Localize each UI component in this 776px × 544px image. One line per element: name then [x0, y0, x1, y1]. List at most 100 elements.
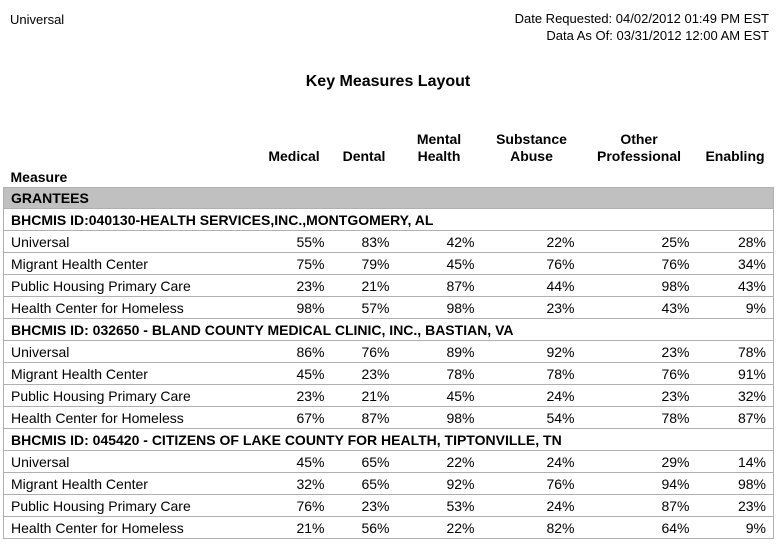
measure-name: Universal — [11, 233, 70, 250]
measure-value: 98% — [661, 277, 690, 294]
measure-value: 76% — [661, 365, 690, 382]
measure-value: 87% — [661, 497, 690, 514]
measure-value: 23% — [296, 387, 325, 404]
measure-value: 75% — [296, 255, 325, 272]
column-header-other-professional: Other Professional — [596, 131, 682, 164]
measure-value: 86% — [296, 343, 325, 360]
measure-value: 76% — [661, 255, 690, 272]
table-row: Health Center for Homeless 67% 87% 98% 54% 78… — [3, 406, 774, 429]
measure-name: Universal — [11, 453, 70, 470]
data-as-of: Data As Of: 03/31/2012 12:00 AM EST — [546, 28, 769, 43]
measure-value: 29% — [661, 453, 690, 470]
measure-column-header: Measure — [10, 169, 68, 185]
table-row: Universal 55% 83% 42% 22% 25% 28% — [3, 230, 774, 253]
measure-value: 53% — [446, 497, 475, 514]
measure-value: 92% — [446, 475, 475, 492]
measure-value: 32% — [296, 475, 325, 492]
measure-name: Migrant Health Center — [11, 475, 148, 492]
grantee-id-line: BHCMIS ID: 045420 - CITIZENS OF LAKE COU… — [11, 432, 562, 448]
measure-column-spacer — [4, 131, 257, 166]
measure-name: Health Center for Homeless — [11, 299, 184, 316]
measure-value: 78% — [737, 343, 766, 360]
table-row: Public Housing Primary Care 76% 23% 53% 24% 8… — [3, 494, 774, 517]
measure-value: 22% — [446, 519, 475, 536]
measure-value: 14% — [737, 453, 766, 470]
measure-value: 25% — [661, 233, 690, 250]
measure-value: 65% — [361, 453, 390, 470]
grantee-header-row: BHCMIS ID:040130-HEALTH SERVICES,INC.,MO… — [3, 208, 774, 231]
measure-value: 98% — [446, 299, 475, 316]
measure-value: 43% — [661, 299, 690, 316]
measure-value: 79% — [361, 255, 390, 272]
table-row: Health Center for Homeless 98% 57% 98% 23% 43… — [3, 296, 774, 319]
measure-value: 21% — [361, 277, 390, 294]
grantees-section-row: GRANTEES — [3, 187, 774, 209]
measure-value: 34% — [737, 255, 766, 272]
measure-value: 56% — [361, 519, 390, 536]
measure-name: Migrant Health Center — [11, 365, 148, 382]
measure-value: 24% — [546, 387, 575, 404]
measure-name: Health Center for Homeless — [11, 519, 184, 536]
measure-value: 87% — [446, 277, 475, 294]
measure-value: 82% — [546, 519, 575, 536]
measure-value: 32% — [737, 387, 766, 404]
grantee-header-row: BHCMIS ID: 045420 - CITIZENS OF LAKE COU… — [3, 428, 774, 451]
measure-value: 98% — [446, 409, 475, 426]
measure-header-spacer — [257, 166, 774, 188]
measure-value: 76% — [546, 475, 575, 492]
measure-value: 9% — [745, 299, 766, 316]
measure-value: 78% — [661, 409, 690, 426]
measure-value: 23% — [361, 365, 390, 382]
table-row: Universal 86% 76% 89% 92% 23% 78% — [3, 340, 774, 363]
grantees-section-label: GRANTEES — [3, 187, 774, 209]
column-header-enabling: Enabling — [705, 148, 765, 164]
table-row: Public Housing Primary Care 23% 21% 45% 24% 2… — [3, 384, 774, 407]
measure-name: Universal — [11, 343, 70, 360]
measure-value: 23% — [361, 497, 390, 514]
report-filter-name: Universal — [10, 12, 65, 27]
measures-table-body: GRANTEES BHCMIS ID:040130-HEALTH SERVICE… — [3, 187, 774, 539]
table-row: Migrant Health Center 75% 79% 45% 76% 76% 34% — [3, 252, 774, 275]
measure-value: 94% — [661, 475, 690, 492]
measure-value: 55% — [296, 233, 325, 250]
measure-name: Migrant Health Center — [11, 255, 148, 272]
measure-value: 21% — [361, 387, 390, 404]
column-header-row: Medical Dental Mental Health Substance A… — [4, 131, 774, 166]
measure-value: 78% — [446, 365, 475, 382]
table-row: Migrant Health Center 32% 65% 92% 76% 94% 98% — [3, 472, 774, 495]
measure-value: 76% — [546, 255, 575, 272]
measure-value: 92% — [546, 343, 575, 360]
measure-header-row: Measure — [4, 166, 774, 188]
measure-value: 45% — [446, 387, 475, 404]
table-row: Health Center for Homeless 21% 56% 22% 82% 64… — [3, 516, 774, 539]
measure-value: 98% — [296, 299, 325, 316]
measure-value: 91% — [737, 365, 766, 382]
measure-value: 9% — [745, 519, 766, 536]
measure-value: 98% — [737, 475, 766, 492]
table-row: Migrant Health Center 45% 23% 78% 78% 76% 91% — [3, 362, 774, 385]
page-title: Key Measures Layout — [305, 73, 471, 90]
measure-name: Public Housing Primary Care — [11, 497, 191, 514]
measure-value: 42% — [446, 233, 475, 250]
measure-value: 45% — [446, 255, 475, 272]
measure-value: 54% — [546, 409, 575, 426]
key-measures-table: Medical Dental Mental Health Substance A… — [3, 131, 774, 539]
measure-value: 76% — [361, 343, 390, 360]
grantee-id-line: BHCMIS ID: 032650 - BLAND COUNTY MEDICAL… — [11, 322, 514, 338]
date-requested: Date Requested: 04/02/2012 01:49 PM EST — [514, 11, 769, 26]
measure-value: 57% — [361, 299, 390, 316]
measure-value: 24% — [546, 453, 575, 470]
table-row: Public Housing Primary Care 23% 21% 87% 44% 9… — [3, 274, 774, 297]
grantee-id-line: BHCMIS ID:040130-HEALTH SERVICES,INC.,MO… — [11, 212, 434, 228]
measure-value: 23% — [296, 277, 325, 294]
column-header-medical: Medical — [268, 148, 320, 164]
measure-value: 87% — [737, 409, 766, 426]
measure-value: 64% — [661, 519, 690, 536]
measure-value: 23% — [737, 497, 766, 514]
measure-name: Public Housing Primary Care — [11, 277, 191, 294]
measure-value: 65% — [361, 475, 390, 492]
measure-value: 67% — [296, 409, 325, 426]
column-header-mental-health: Mental Health — [416, 131, 462, 164]
report-meta: Universal Date Requested: 04/02/2012 01:… — [10, 10, 769, 44]
measure-value: 28% — [737, 233, 766, 250]
